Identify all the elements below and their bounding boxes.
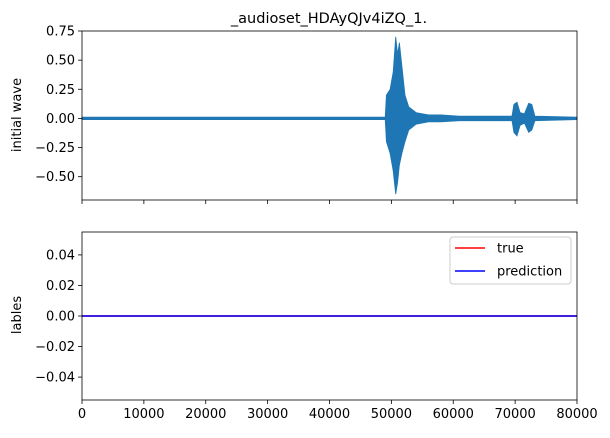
y-tick-label: 0.00: [46, 310, 75, 325]
y-tick-label: 0.02: [46, 279, 75, 294]
y-tick-label: 0.50: [46, 54, 75, 69]
x-tick-label: 60000: [433, 407, 474, 422]
legend: true prediction: [449, 236, 572, 285]
legend-label-prediction: prediction: [497, 265, 562, 280]
plot-title: _audioset_HDAyQJv4iZQ_1.: [230, 11, 427, 27]
plot-frame: [81, 231, 578, 401]
y-tick-label: 0.25: [46, 83, 75, 98]
y-tick-label: 0.04: [46, 248, 75, 263]
y-tick-label: 0.00: [46, 112, 75, 127]
x-axis-ticks: [81, 200, 578, 204]
y-axis-ticks: −0.04 −0.02 0.00 0.02 0.04: [35, 248, 82, 386]
waveform-envelope: [81, 36, 578, 195]
x-tick-label: 70000: [494, 407, 535, 422]
x-tick-label: 0: [78, 407, 86, 422]
x-tick-label: 80000: [556, 407, 597, 422]
x-tick-label: 50000: [371, 407, 412, 422]
y-tick-label: −0.50: [35, 170, 75, 185]
x-tick-label: 10000: [123, 407, 164, 422]
y-axis-label-initial-wave: initial wave: [10, 78, 25, 152]
y-tick-label: −0.04: [35, 371, 75, 386]
x-tick-label: 40000: [309, 407, 350, 422]
legend-label-true: true: [497, 242, 524, 257]
y-axis-label-lables: lables: [10, 296, 25, 334]
plot-frame: [81, 30, 578, 201]
x-tick-label: 30000: [247, 407, 288, 422]
y-tick-label: −0.25: [35, 141, 75, 156]
waveform-plot: _audioset_HDAyQJv4iZQ_1. initial wave −0…: [10, 11, 578, 204]
x-tick-label: 20000: [185, 407, 226, 422]
waveform-oscillation: [384, 50, 535, 179]
waveform-series: [81, 36, 578, 195]
y-axis-ticks: −0.50 −0.25 0.00 0.25 0.50 0.75: [35, 25, 82, 185]
x-axis-ticks: 0 10000 20000 30000 40000 50000 60000 70000 8000…: [78, 400, 598, 422]
y-tick-label: 0.75: [46, 25, 75, 40]
y-tick-label: −0.02: [35, 340, 75, 355]
labels-plot: lables −0.04 −0.02 0.00 0.02 0.04 0 10000 2000…: [10, 231, 598, 422]
